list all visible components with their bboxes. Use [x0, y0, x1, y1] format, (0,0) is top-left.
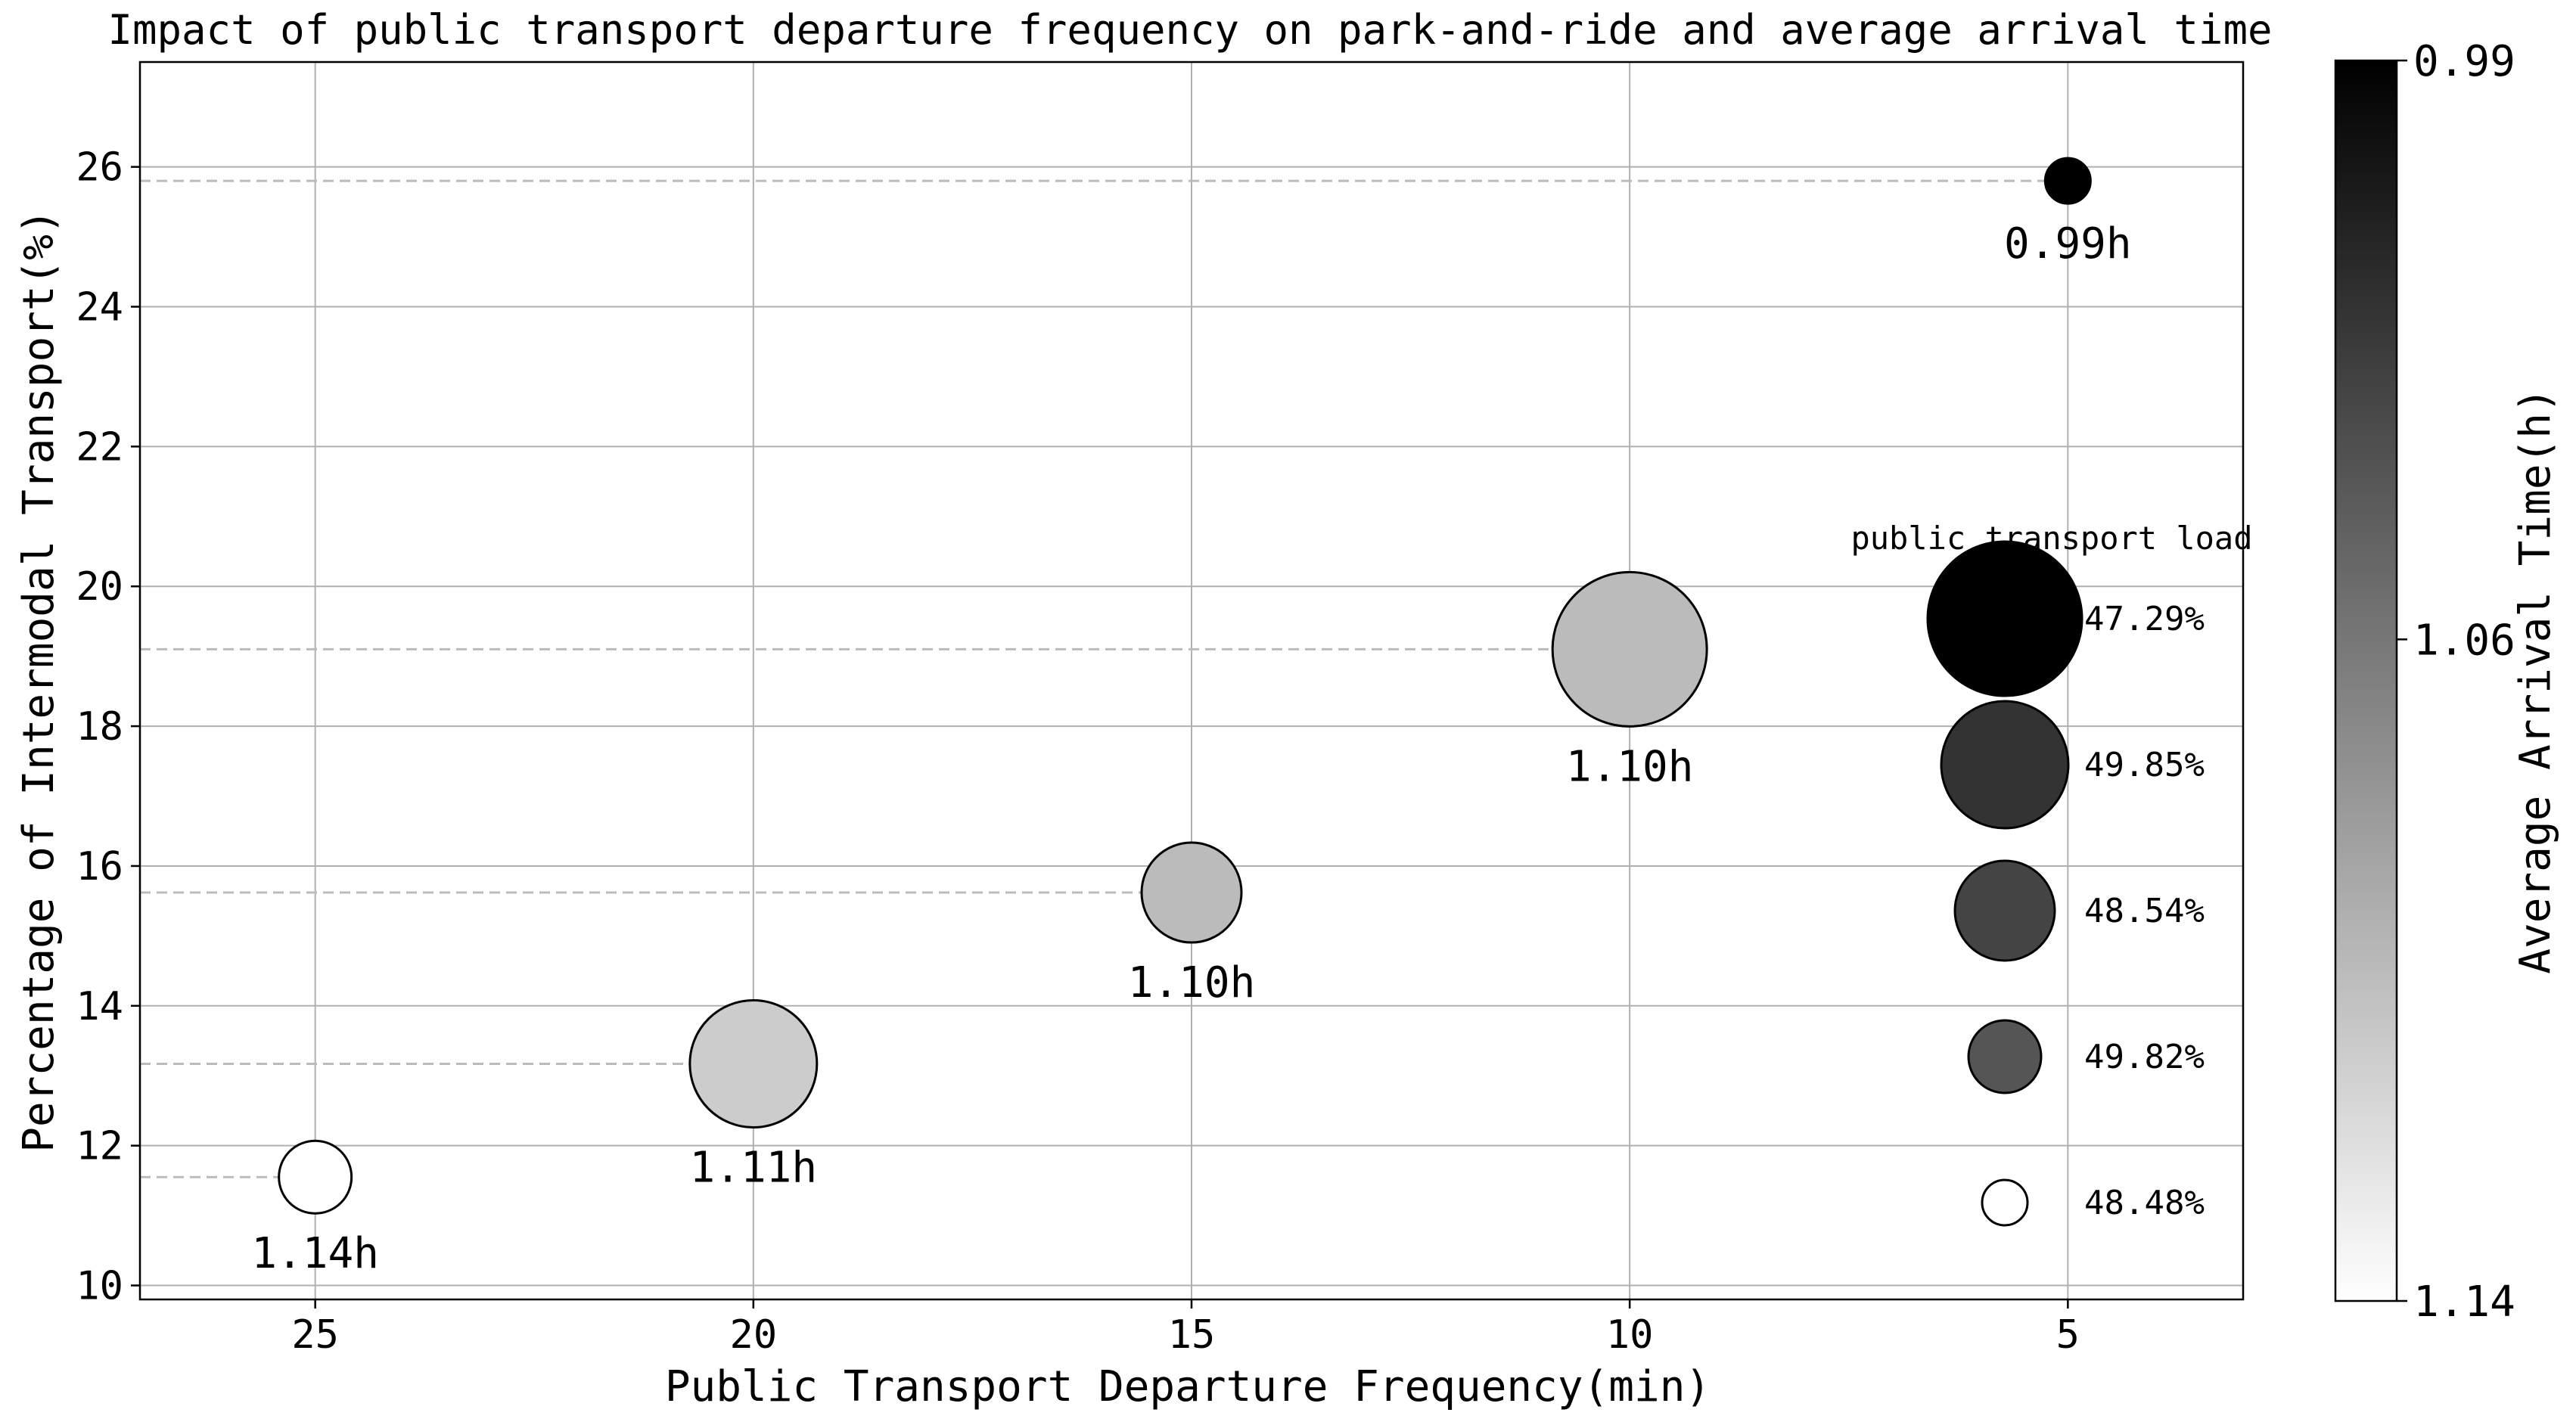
x-tick-label: 25 [291, 1312, 339, 1358]
point-label: 1.14h [251, 1229, 379, 1278]
point-label: 1.10h [1128, 958, 1256, 1007]
legend-marker [1967, 1019, 2043, 1094]
legend-marker [1981, 1178, 2029, 1227]
point-labels: 1.14h 1.11h 1.10h 1.10h 0.99h [251, 219, 2131, 1278]
legend-label: 48.48% [2084, 1184, 2205, 1222]
colorbar-tick-label: 0.99 [2413, 37, 2515, 86]
legend-marker [1940, 700, 2070, 830]
legend-title: public transport load [1850, 520, 2252, 557]
x-axis-ticks: 25 20 15 10 5 [291, 1299, 2080, 1358]
colorbar-tick-label: 1.06 [2413, 616, 2515, 665]
legend-label: 48.54% [2084, 892, 2205, 930]
legend-label: 49.82% [2084, 1038, 2205, 1076]
colorbar-label: Average Arrival Time(h) [2511, 387, 2560, 973]
colorbar-ticks: 0.99 1.06 1.14 [2397, 37, 2515, 1327]
legend-marker [1953, 859, 2056, 962]
y-tick-label: 20 [76, 564, 123, 610]
size-legend: public transport load 47.29% 49.85% 48.54%… [1850, 520, 2253, 1227]
y-tick-label: 14 [76, 984, 123, 1029]
data-point [2043, 157, 2092, 205]
data-point [278, 1139, 353, 1215]
colorbar: 0.99 1.06 1.14 Average Arrival Time(h) [2334, 37, 2560, 1327]
guide-lines [140, 179, 2068, 1178]
legend-marker [1926, 540, 2083, 697]
y-tick-label: 10 [76, 1264, 123, 1309]
grid [140, 62, 2243, 1299]
colorbar-gradient [2334, 59, 2398, 1302]
x-tick-label: 10 [1606, 1312, 1654, 1358]
data-points [278, 157, 2092, 1215]
y-tick-label: 18 [76, 704, 123, 750]
y-tick-label: 22 [76, 424, 123, 470]
data-point [688, 999, 819, 1129]
legend-label: 49.85% [2084, 746, 2205, 784]
point-label: 1.10h [1566, 742, 1694, 791]
chart-title: Impact of public transport departure fre… [108, 6, 2273, 54]
x-tick-label: 20 [730, 1312, 778, 1358]
x-axis-label: Public Transport Departure Frequency(min… [665, 1362, 1711, 1411]
data-point [1140, 841, 1243, 944]
y-tick-label: 24 [76, 285, 123, 331]
y-axis-label: Percentage of Intermodal Transport(%) [14, 209, 64, 1152]
colorbar-tick-label: 1.14 [2413, 1278, 2515, 1327]
legend-label: 47.29% [2084, 600, 2205, 638]
y-tick-label: 12 [76, 1124, 123, 1169]
y-tick-label: 16 [76, 844, 123, 889]
y-tick-label: 26 [76, 145, 123, 191]
point-label: 1.11h [690, 1144, 818, 1193]
point-label: 0.99h [2004, 219, 2132, 269]
y-axis-ticks: 10 12 14 16 18 20 22 24 26 [76, 145, 140, 1309]
x-tick-label: 15 [1168, 1312, 1216, 1358]
x-tick-label: 5 [2056, 1312, 2080, 1358]
data-point [1551, 570, 1708, 728]
